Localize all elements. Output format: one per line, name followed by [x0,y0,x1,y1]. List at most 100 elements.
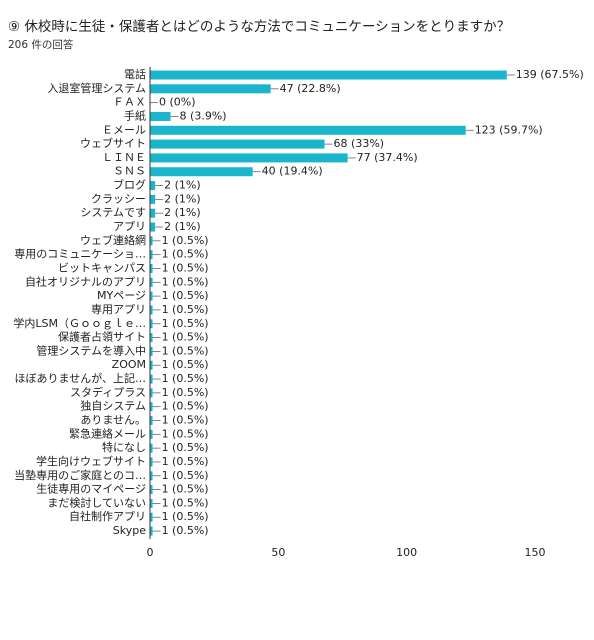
value-label: 1 (0.5%) [162,261,209,274]
value-label: 1 (0.5%) [162,427,209,440]
bar [150,111,171,121]
y-tick-label: 保護者占領サイト [58,330,146,344]
y-tick-label: Skype [113,524,146,537]
value-label: 1 (0.5%) [162,248,209,261]
y-tick-label: ZOOM [112,358,146,371]
bar [150,388,153,398]
y-tick-label: 学生向けウェブサイト [36,454,146,468]
value-label: 1 (0.5%) [162,455,209,468]
bar [150,485,153,495]
y-tick-label: 独自システム [80,400,146,413]
y-tick-label: ビットキャンパス [58,261,146,274]
y-tick-label: ほぼありませんが、上記… [15,371,146,385]
value-label: 1 (0.5%) [162,303,209,316]
value-label: 2 (1%) [164,192,201,205]
value-label: 1 (0.5%) [162,400,209,413]
y-tick-label: 自社オリジナルのアプリ [25,274,146,288]
y-tick-label: ウェブ連絡網 [80,233,146,247]
y-tick-label: 緊急連絡メール [69,426,146,440]
chart-title: ⑨ 休校時に生徒・保護者とはどのような方法でコミュニケーションをとりますか？ [8,18,510,35]
value-label: 1 (0.5%) [162,386,209,399]
bar [150,429,153,439]
bar [150,153,348,163]
bar [150,236,153,246]
x-tick-label: 150 [525,546,546,559]
bar [150,346,153,356]
y-tick-label: ウェブサイト [80,136,146,150]
value-label: 1 (0.5%) [162,414,209,427]
y-tick-label: 手紙 [124,108,146,122]
value-label: 1 (0.5%) [162,234,209,247]
value-label: 47 (22.8%) [280,82,341,95]
value-label: 2 (1%) [164,179,201,192]
bar [150,471,153,481]
value-label: 1 (0.5%) [162,510,209,523]
bar [150,374,153,384]
bar [150,291,153,301]
value-label: 1 (0.5%) [162,441,209,454]
bar [150,167,253,177]
value-label: 2 (1%) [164,220,201,233]
bar [150,222,156,232]
value-label: 1 (0.5%) [162,483,209,496]
x-tick-label: 0 [147,546,154,559]
y-tick-label: ＳＮＳ [113,165,146,178]
bar [150,319,153,329]
bar [150,125,466,135]
value-label: 123 (59.7%) [475,123,543,136]
y-tick-label: スタディプラス [70,385,146,399]
value-label: 1 (0.5%) [162,275,209,288]
value-label: 1 (0.5%) [162,289,209,302]
y-tick-label: まだ検討していない [47,495,146,509]
bar [150,250,153,260]
bar [150,277,153,287]
y-tick-label: クラッシー [91,192,146,205]
x-tick-label: 50 [271,546,285,559]
bar [150,84,271,94]
y-tick-label: 電話 [124,67,146,81]
bar [150,443,153,453]
y-tick-label: 自社制作アプリ [69,509,146,523]
y-tick-label: ＦＡＸ [113,96,146,109]
bar [150,333,153,343]
value-label: 1 (0.5%) [162,344,209,357]
value-label: 68 (33%) [334,137,385,150]
value-label: 1 (0.5%) [162,372,209,385]
y-tick-label: アプリ [113,220,146,233]
y-tick-label: 特になし [102,440,146,454]
y-tick-label: 専用のコミュニケーショ… [14,248,146,261]
bar [150,360,153,370]
bar [150,526,153,536]
value-label: 139 (67.5%) [516,68,584,81]
y-tick-label: 学内LSM（Ｇｏｏｇｌｅ… [13,316,146,330]
value-label: 77 (37.4%) [357,151,418,164]
y-tick-label: 入退室管理システム [47,81,146,95]
value-label: 1 (0.5%) [162,496,209,509]
value-label: 1 (0.5%) [162,317,209,330]
value-label: 2 (1%) [164,206,201,219]
value-label: 40 (19.4%) [262,165,323,178]
y-tick-label: ブログ [113,178,146,192]
bar [150,263,153,273]
bar [150,457,153,467]
y-tick-label: システムです [80,206,146,219]
y-tick-label: ＬＩＮＥ [102,151,146,164]
y-tick-label: 専用アプリ [91,303,146,316]
y-tick-label: Ｅメール [102,123,146,136]
bar [150,305,153,315]
bar [150,139,325,149]
value-label: 8 (3.9%) [180,109,227,122]
y-tick-label: ありません。 [80,414,146,427]
y-tick-label: 管理システムを導入中 [36,343,146,357]
x-tick-label: 100 [396,546,417,559]
value-label: 0 (0%) [159,96,196,109]
bar [150,181,156,191]
y-tick-label: 当塾専用のご家庭とのコ… [14,468,146,482]
bar [150,194,156,204]
chart-subtitle: 206 件の回答 [8,38,74,51]
value-label: 1 (0.5%) [162,524,209,537]
bar [150,70,507,80]
bar [150,498,153,508]
bar [150,208,156,218]
